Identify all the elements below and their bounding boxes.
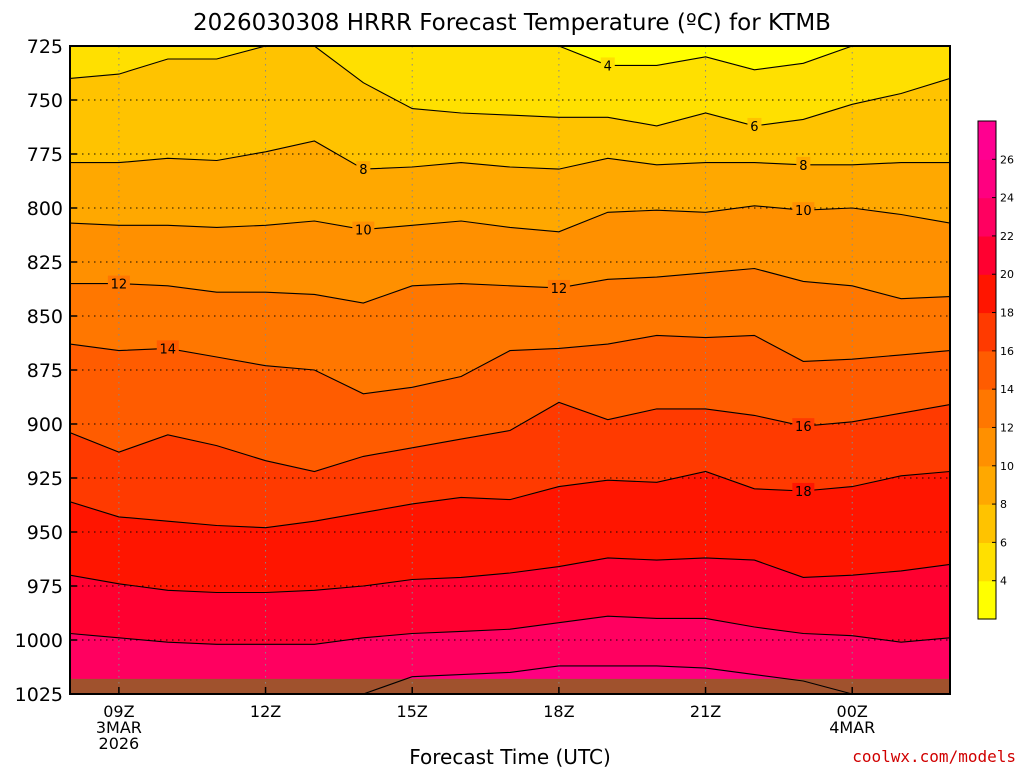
colorbar: 4 6 8 10 12 14 16 18 20 22 24 26 <box>977 120 1014 620</box>
colorbar-bin <box>978 274 996 314</box>
colorbar-bin <box>978 504 996 543</box>
colorbar-label: 24 <box>1000 192 1014 205</box>
isotherm-label-layer: 4 6 8 8 10 10 12 12 14 16 18 <box>107 57 815 500</box>
colorbar-label: 14 <box>1000 383 1014 396</box>
y-tick-label: 925 <box>27 468 63 490</box>
surface-ground <box>70 678 950 694</box>
colorbar-bin <box>978 580 996 620</box>
isotherm-label: 4 <box>604 59 612 74</box>
isotherm-line <box>70 615 950 645</box>
isotherm-label: 12 <box>111 278 128 293</box>
colorbar-frame <box>977 120 997 620</box>
y-tick-label: 800 <box>27 198 63 220</box>
isotherm-label: 18 <box>795 485 812 500</box>
colorbar-label: 12 <box>1000 421 1014 434</box>
x-tick-label: 18Z <box>543 702 574 721</box>
y-tick-label: 775 <box>27 144 63 166</box>
y-tick-label: 1025 <box>15 684 63 706</box>
colorbar-bin <box>978 197 996 237</box>
x-tick-label: 21Z <box>690 702 721 721</box>
colorbar-bin <box>978 121 996 160</box>
y-tick-label: 1000 <box>15 630 63 652</box>
x-tick-label: 4MAR <box>829 718 875 737</box>
isotherm-label-gap <box>747 117 762 133</box>
colorbar-bin <box>978 235 996 275</box>
isotherm-label: 8 <box>799 159 807 174</box>
y-tick-label: 725 <box>27 36 63 58</box>
isotherm-label-gap <box>792 482 815 498</box>
colorbar-label: 26 <box>1000 153 1014 166</box>
colorbar-bin <box>978 542 996 582</box>
isotherm-label: 10 <box>795 204 812 219</box>
isotherm-line <box>70 46 950 71</box>
colorbar-label: 22 <box>1000 230 1014 243</box>
colorbar-label: 16 <box>1000 345 1014 358</box>
isotherm-line <box>70 46 950 127</box>
x-tick-label: 09Z <box>103 702 134 721</box>
y-tick-label: 875 <box>27 360 63 382</box>
colorbar-bin <box>978 312 996 352</box>
colorbar-bin <box>978 159 996 199</box>
isotherm-label-gap <box>352 221 375 237</box>
isotherm-line <box>70 557 950 594</box>
isotherm-label: 14 <box>160 342 177 357</box>
x-tick-label: 15Z <box>397 702 428 721</box>
colorbar-bin <box>978 389 996 429</box>
x-tick-label: 3MAR <box>96 718 142 737</box>
isotherm-label-gap <box>107 275 130 291</box>
colorbar-bin <box>978 465 996 505</box>
colorbar-bin <box>978 427 996 467</box>
x-axis-label: Forecast Time (UTC) <box>409 745 611 768</box>
isotherm-line <box>70 334 950 395</box>
y-axis: 725 750 775 800 825 850 875 900 925 950 975 1000 102… <box>15 36 77 706</box>
isotherm-label-gap <box>600 57 615 73</box>
y-tick-label: 900 <box>27 414 63 436</box>
isotherm-label-gap <box>792 418 815 434</box>
y-tick-label: 975 <box>27 576 63 598</box>
colorbar-label: 20 <box>1000 268 1014 281</box>
y-tick-label: 750 <box>27 90 63 112</box>
colorbar-label: 6 <box>1000 536 1007 549</box>
x-tick-label: 00Z <box>837 702 868 721</box>
isotherm-label-gap <box>547 279 570 295</box>
colorbar-label: 4 <box>1000 575 1007 588</box>
isotherm-label-gap <box>796 156 811 172</box>
isotherm-label: 12 <box>551 282 568 297</box>
isotherm-label: 8 <box>359 163 367 178</box>
isotherm-label: 6 <box>750 120 758 135</box>
isotherm-line <box>70 267 950 304</box>
isotherm-label: 10 <box>355 224 372 239</box>
colorbar-bin <box>978 350 996 390</box>
surface-layer <box>70 678 950 694</box>
credit-text: coolwx.com/models <box>852 747 1016 766</box>
isotherm-label-gap <box>356 161 371 177</box>
x-tick-label: 2026 <box>99 734 140 753</box>
isotherm-label-gap <box>792 202 815 218</box>
isotherm-line <box>70 665 950 694</box>
y-tick-label: 950 <box>27 522 63 544</box>
isotherm-label: 16 <box>795 420 812 435</box>
x-tick-label: 12Z <box>250 702 281 721</box>
chart-title: 2026030308 HRRR Forecast Temperature (ºC… <box>193 10 831 36</box>
isotherm-label-gap <box>156 340 179 356</box>
colorbar-label: 10 <box>1000 460 1014 473</box>
y-tick-label: 850 <box>27 306 63 328</box>
colorbar-label: 8 <box>1000 498 1007 511</box>
colorbar-label: 18 <box>1000 307 1014 320</box>
y-tick-label: 825 <box>27 252 63 274</box>
